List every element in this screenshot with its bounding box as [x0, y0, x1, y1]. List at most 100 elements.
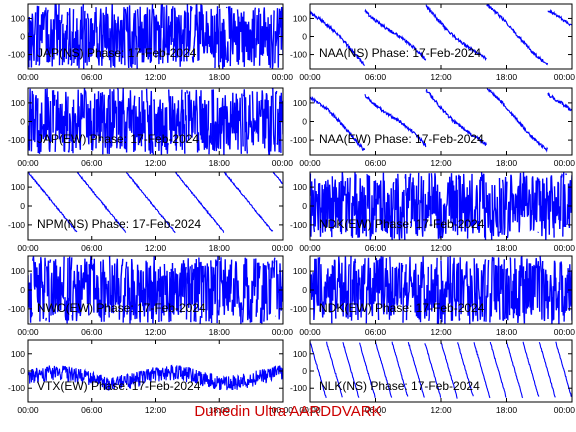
- phase-trace: [310, 256, 572, 324]
- phase-panel: 100 0 -100 00:00 06:00 12:00 18:00 00:00 JAP(EW)…: [8, 87, 294, 168]
- x-tick-label: 12:00: [430, 327, 452, 337]
- x-tick-label: 18:00: [496, 243, 518, 253]
- panel-title: NAA(EW) Phase: 17-Feb-2024: [319, 132, 484, 146]
- x-tick-label: 06:00: [81, 405, 103, 415]
- panel-title: JAP(EW) Phase: 17-Feb-2024: [37, 132, 199, 146]
- phase-trace: [28, 88, 283, 155]
- x-tick-label: 06:00: [81, 243, 103, 253]
- x-tick-label: 12:00: [430, 405, 452, 415]
- y-tick-label: 0: [302, 117, 307, 127]
- y-tick-label: 100: [11, 98, 25, 108]
- x-tick-label: 00:00: [272, 405, 294, 415]
- y-tick-label: -100: [8, 135, 25, 145]
- x-tick-label: 00:00: [299, 243, 321, 253]
- x-tick-label: 12:00: [430, 243, 452, 253]
- y-tick-label: 0: [20, 201, 25, 211]
- y-tick-label: 0: [20, 366, 25, 376]
- x-tick-label: 00:00: [299, 405, 321, 415]
- x-tick-label: 12:00: [145, 72, 167, 82]
- phase-panel: 100 0 -100 00:00 06:00 12:00 18:00 00:00 JAP(NS)…: [8, 3, 294, 82]
- x-tick-label: 18:00: [209, 158, 231, 168]
- plot-area: [310, 4, 572, 69]
- x-tick-label: 18:00: [496, 158, 518, 168]
- x-tick-label: 06:00: [365, 72, 387, 82]
- phase-trace: [28, 364, 283, 391]
- y-tick-label: -100: [290, 383, 307, 393]
- x-tick-label: 00:00: [17, 158, 39, 168]
- phase-panel: 100 0 -100 00:00 06:00 12:00 18:00 00:00 VTX(EW)…: [8, 339, 294, 415]
- x-tick-label: 18:00: [496, 72, 518, 82]
- x-tick-label: 12:00: [430, 158, 452, 168]
- y-tick-label: 100: [293, 266, 307, 276]
- x-tick-label: 06:00: [365, 405, 387, 415]
- x-tick-label: 00:00: [272, 327, 294, 337]
- y-tick-label: -100: [290, 50, 307, 60]
- x-tick-label: 12:00: [145, 158, 167, 168]
- x-tick-label: 00:00: [299, 158, 321, 168]
- x-tick-label: 06:00: [81, 158, 103, 168]
- y-tick-label: -100: [8, 383, 25, 393]
- panel-title: NDK(EW) Phase: 17-Feb-2024: [319, 301, 485, 315]
- x-tick-label: 18:00: [209, 72, 231, 82]
- y-tick-label: 100: [293, 182, 307, 192]
- plot-area: [28, 172, 283, 240]
- y-tick-label: 0: [20, 32, 25, 42]
- y-tick-label: -100: [290, 304, 307, 314]
- y-tick-label: 100: [293, 349, 307, 359]
- panel-title: NDK(EW) Phase: 17-Feb-2024: [319, 217, 485, 231]
- y-tick-label: 0: [302, 366, 307, 376]
- phase-trace: [28, 256, 283, 324]
- x-tick-label: 06:00: [81, 327, 103, 337]
- y-tick-label: 0: [302, 201, 307, 211]
- y-tick-label: 100: [293, 13, 307, 23]
- x-tick-label: 12:00: [430, 72, 452, 82]
- phase-panel: 100 0 -100 00:00 06:00 12:00 18:00 00:00 NWC(EW)…: [8, 255, 294, 337]
- y-tick-label: 100: [11, 182, 25, 192]
- y-tick-label: 0: [302, 285, 307, 295]
- x-tick-label: 00:00: [554, 243, 576, 253]
- x-tick-label: 18:00: [496, 405, 518, 415]
- x-tick-label: 00:00: [272, 158, 294, 168]
- y-tick-label: 0: [20, 285, 25, 295]
- plot-area: [310, 88, 572, 155]
- y-tick-label: -100: [8, 304, 25, 314]
- phase-panel: 100 0 -100 00:00 06:00 12:00 18:00 00:00 NPM(NS)…: [8, 171, 294, 253]
- x-tick-label: 06:00: [365, 243, 387, 253]
- panel-title: VTX(EW) Phase: 17-Feb-2024: [37, 379, 201, 393]
- panel-title: JAP(NS) Phase: 17-Feb-2024: [37, 46, 197, 60]
- x-tick-label: 00:00: [272, 72, 294, 82]
- y-tick-label: -100: [290, 220, 307, 230]
- y-tick-label: -100: [8, 50, 25, 60]
- x-tick-label: 18:00: [209, 405, 231, 415]
- x-tick-label: 00:00: [17, 243, 39, 253]
- x-tick-label: 06:00: [365, 327, 387, 337]
- y-tick-label: 100: [11, 266, 25, 276]
- phase-panel: 100 0 -100 00:00 06:00 12:00 18:00 00:00 NAA(EW)…: [290, 87, 575, 168]
- x-tick-label: 00:00: [299, 72, 321, 82]
- panel-title: NPM(NS) Phase: 17-Feb-2024: [37, 217, 201, 231]
- y-tick-label: -100: [8, 220, 25, 230]
- x-tick-label: 12:00: [145, 243, 167, 253]
- x-tick-label: 00:00: [554, 327, 576, 337]
- phase-trace: [310, 88, 572, 153]
- phase-panel: 100 0 -100 00:00 06:00 12:00 18:00 00:00 NAA(NS)…: [290, 3, 575, 82]
- x-tick-label: 00:00: [554, 405, 576, 415]
- y-tick-label: 100: [11, 13, 25, 23]
- y-tick-label: 100: [293, 98, 307, 108]
- x-tick-label: 00:00: [299, 327, 321, 337]
- x-tick-label: 18:00: [209, 327, 231, 337]
- phase-trace: [28, 172, 283, 234]
- panel-title: NWC(EW) Phase: 17-Feb-2024: [37, 301, 206, 315]
- x-tick-label: 00:00: [17, 327, 39, 337]
- footer-credit: Dunedin Ultra AARDDVARK: [194, 403, 382, 420]
- phase-panel: 100 0 -100 00:00 06:00 12:00 18:00 00:00 NDK(EW)…: [290, 255, 576, 337]
- phase-panel: 100 0 -100 00:00 06:00 12:00 18:00 00:00 NLK(NS)…: [290, 339, 576, 415]
- y-tick-label: 100: [11, 349, 25, 359]
- plot-area: [310, 340, 572, 402]
- x-tick-label: 06:00: [81, 72, 103, 82]
- y-tick-label: 0: [302, 32, 307, 42]
- phase-panel: 100 0 -100 00:00 06:00 12:00 18:00 00:00 NDK(EW)…: [290, 171, 576, 253]
- x-tick-label: 06:00: [365, 158, 387, 168]
- x-tick-label: 00:00: [272, 243, 294, 253]
